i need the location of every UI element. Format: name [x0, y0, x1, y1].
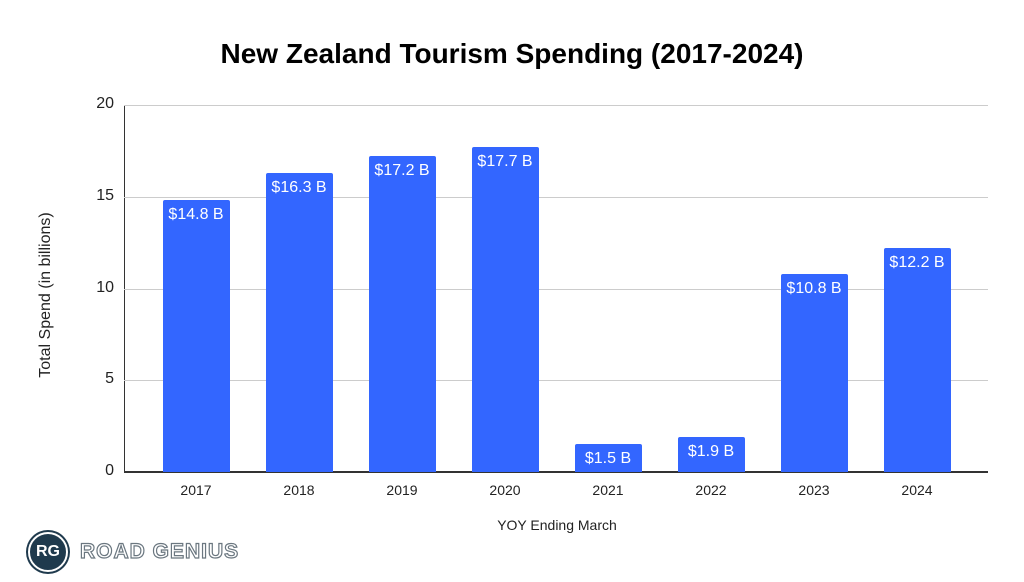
bar-value-label: $14.8 B [168, 206, 224, 224]
y-tick-label: 0 [105, 462, 114, 479]
bar-2024 [883, 248, 951, 472]
road-genius-logo: RG ROAD GENIUS [28, 532, 239, 572]
bar-2017 [162, 200, 230, 472]
x-tick-label: 2017 [180, 482, 212, 498]
gridline [124, 196, 988, 198]
x-tick-label: 2021 [592, 482, 624, 498]
x-tick-label: 2019 [386, 482, 418, 498]
y-tick-label: 5 [105, 370, 114, 388]
bar-value-label: $16.3 B [271, 178, 327, 196]
bar-value-label: $17.7 B [477, 153, 533, 171]
logo-text: ROAD GENIUS [79, 539, 240, 563]
y-tick-label: 20 [96, 95, 114, 112]
gridline [124, 380, 988, 382]
x-tick-label: 2022 [695, 482, 727, 498]
chart-title: New Zealand Tourism Spending (2017-2024) [220, 38, 804, 69]
gridline [124, 288, 988, 290]
logo-badge-icon: RG [28, 532, 68, 572]
x-axis-line [124, 471, 988, 473]
x-tick-label: 2020 [489, 482, 521, 498]
bar-2022 [677, 437, 745, 472]
bar-value-label: $12.2 B [889, 254, 945, 272]
bar-2020 [471, 147, 539, 472]
x-axis-label: YOY Ending March [497, 517, 617, 533]
bar-2018 [265, 172, 333, 472]
plot-area: 0 5 10 15 20 $14.8 B 2017 $16.3 B 2018 $17.2 B 201… [96, 95, 988, 498]
bar-2023 [780, 273, 848, 472]
bar-value-label: $1.9 B [687, 443, 735, 461]
x-tick-label: 2023 [798, 482, 830, 498]
y-tick-label: 10 [96, 278, 114, 296]
x-tick-label: 2018 [283, 482, 315, 498]
bar-value-label: $1.5 B [584, 450, 632, 468]
bar-value-label: $10.8 B [786, 279, 842, 297]
bar-2021 [574, 444, 642, 472]
gridline [124, 105, 988, 106]
y-axis-label: Total Spend (in billions) [37, 212, 54, 378]
y-tick-label: 15 [96, 186, 114, 204]
x-tick-label: 2024 [901, 482, 933, 498]
bar-value-label: $17.2 B [374, 162, 430, 180]
bar-2019 [368, 156, 436, 472]
